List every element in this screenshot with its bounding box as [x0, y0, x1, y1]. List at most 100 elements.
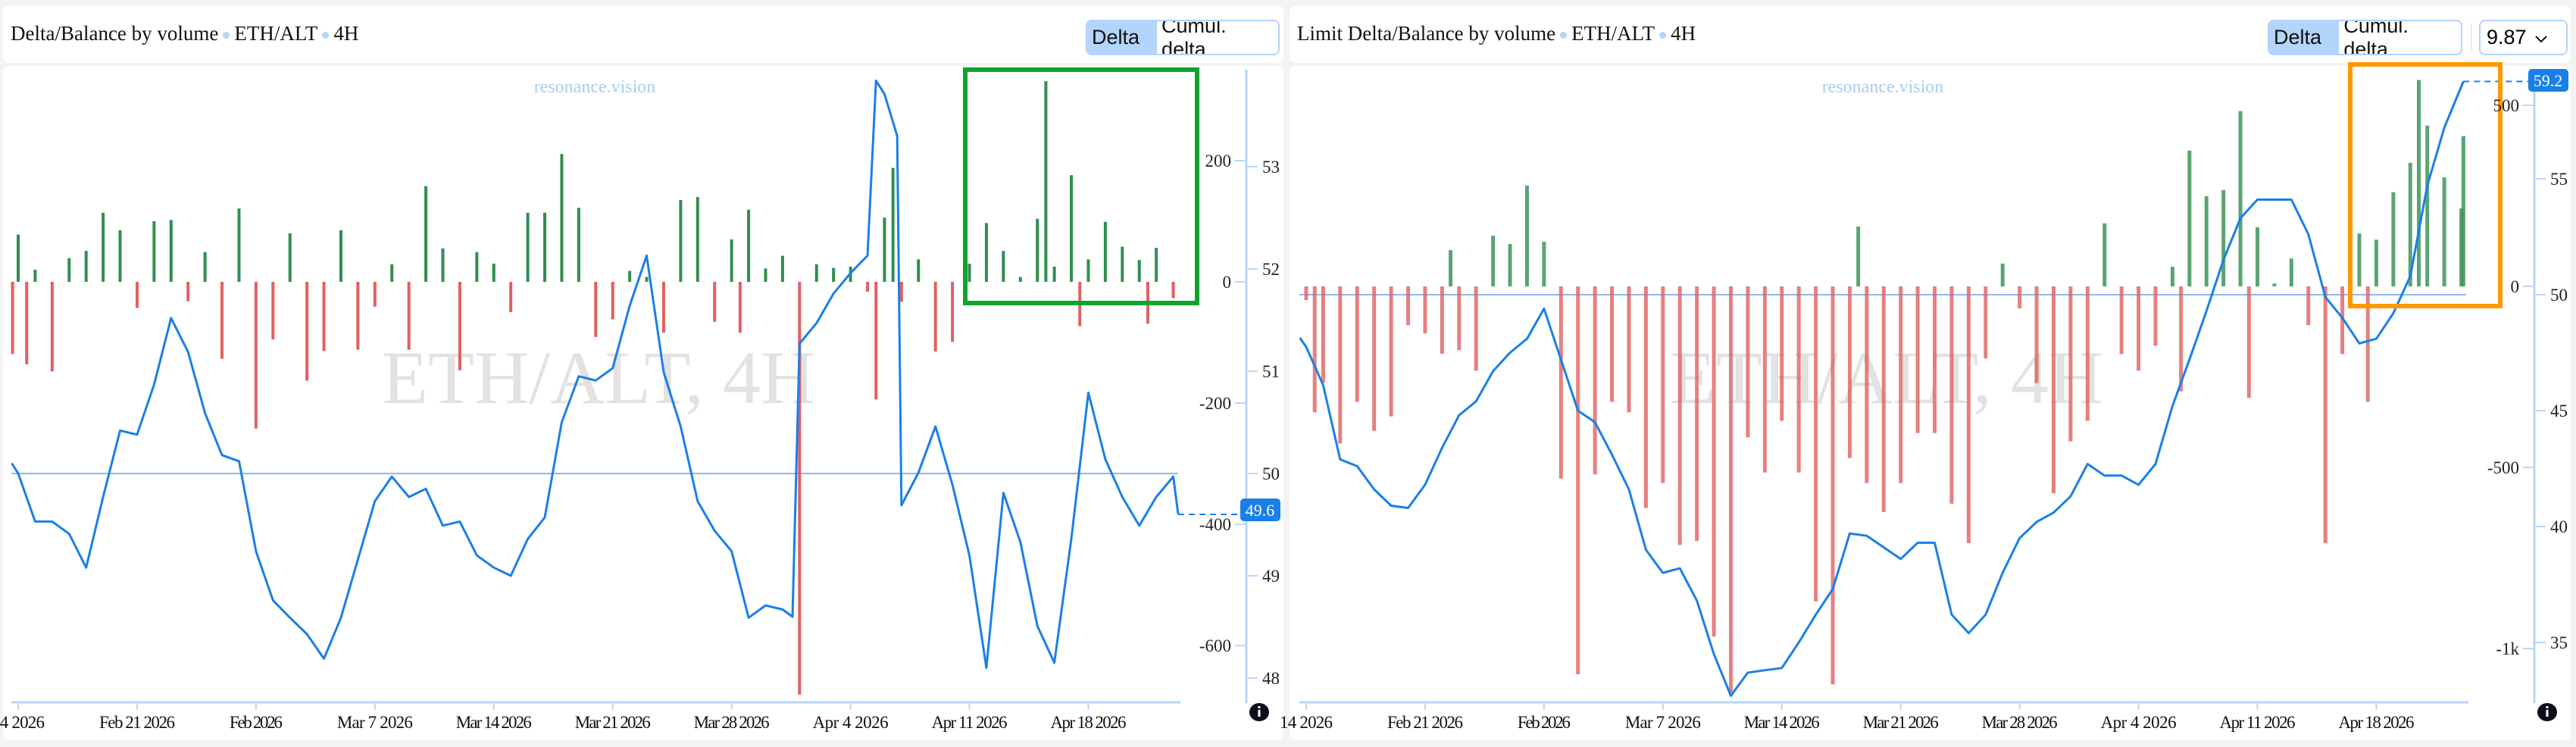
- right-axis-label: 40: [2550, 517, 2568, 536]
- delta-bar-positive: [67, 258, 71, 282]
- delta-bar-negative: [1830, 286, 1835, 685]
- delta-bar-negative: [135, 282, 139, 308]
- delta-bar-negative: [661, 282, 665, 333]
- delta-bar-negative: [1338, 286, 1343, 444]
- last-value-badge: [1240, 499, 1280, 521]
- info-icon[interactable]: [1249, 703, 1269, 721]
- delta-bar-negative: [1423, 286, 1427, 334]
- delta-bar-positive: [33, 270, 37, 282]
- delta-bar-negative: [2034, 286, 2039, 383]
- highlight-box: [2348, 62, 2503, 308]
- delta-bar-positive: [560, 154, 564, 282]
- separator-dot: [322, 32, 330, 39]
- x-axis-label: Apr 11 2026: [932, 713, 1008, 732]
- x-axis-label: Mar 14 2026: [1744, 713, 1820, 732]
- left-panel-title: Delta/Balance by volume ETH/ALT 4H: [11, 22, 358, 45]
- delta-bar-positive: [390, 264, 394, 282]
- delta-bar-positive: [747, 209, 751, 282]
- delta-bar-negative: [220, 282, 224, 359]
- delta-bar-negative: [1677, 286, 1682, 545]
- tab-delta[interactable]: Delta: [1087, 21, 1158, 54]
- x-axis-label: Feb 21 2026: [99, 713, 175, 732]
- delta-bar-negative: [2246, 286, 2251, 399]
- delta-bar-positive: [628, 270, 632, 282]
- delta-bar-positive: [2391, 192, 2396, 286]
- delta-bar-negative: [1865, 286, 1869, 483]
- threshold-dropdown[interactable]: 9.87: [2479, 20, 2568, 55]
- delta-bar-negative: [1780, 286, 1784, 421]
- delta-bar-positive: [1103, 221, 1107, 282]
- delta-bar-positive: [1449, 250, 1453, 286]
- delta-bar-positive: [1491, 236, 1496, 286]
- delta-bar-negative: [509, 282, 513, 312]
- delta-bar-negative: [1440, 286, 1444, 354]
- delta-bar-positive: [1002, 251, 1005, 282]
- chevron-down-icon: [2534, 26, 2548, 49]
- right-axis-label: 50: [1262, 464, 1280, 483]
- tab-cumul-delta[interactable]: Cumul. delta: [1161, 20, 1227, 55]
- delta-bar-negative: [933, 282, 937, 352]
- x-axis-label: Feb 2026: [1518, 713, 1571, 732]
- x-axis-label: Apr 4 2026: [2101, 713, 2177, 732]
- delta-bar-negative: [1796, 286, 1801, 473]
- delta-bar-negative: [713, 282, 717, 322]
- delta-bar-positive: [2221, 189, 2226, 286]
- delta-bar-positive: [2442, 177, 2446, 286]
- left-panel-header: Delta/Balance by volume ETH/ALT 4H Delta C…: [3, 5, 1283, 63]
- delta-bar-negative: [2051, 286, 2055, 493]
- tab-delta[interactable]: Delta: [2269, 21, 2340, 54]
- info-icon[interactable]: [2537, 703, 2557, 721]
- delta-bar-negative: [2137, 286, 2141, 371]
- right-axis-label: 53: [1262, 158, 1280, 177]
- delta-bar-negative: [1558, 286, 1563, 479]
- delta-bar-negative: [2323, 286, 2327, 543]
- delta-bar-positive: [2374, 239, 2378, 286]
- delta-bar-positive: [1508, 244, 1512, 286]
- delta-bar-positive: [424, 186, 428, 282]
- delta-bar-positive: [2357, 233, 2362, 286]
- delta-bar-positive: [1036, 218, 1039, 282]
- chart-title: Delta/Balance by volume: [11, 22, 219, 45]
- separator-dot: [223, 32, 230, 39]
- delta-bar-negative: [1966, 286, 1971, 543]
- separator-dot: [1659, 32, 1667, 39]
- right-axis-label: 49: [1262, 567, 1280, 586]
- right-panel-header: Limit Delta/Balance by volume ETH/ALT 4H D…: [1290, 5, 2571, 63]
- delta-bar-positive: [152, 221, 156, 282]
- delta-bar-positive: [645, 277, 649, 282]
- delta-bar-negative: [1355, 286, 1359, 402]
- delta-bar-negative: [1321, 286, 1325, 383]
- delta-bar-positive: [169, 220, 173, 282]
- delta-bar-positive: [2204, 195, 2209, 286]
- delta-bar-positive: [984, 223, 988, 282]
- right-chart: resonance.vision ETH/ALT, 4H 500 0 -500 -1k 55…: [1280, 62, 2568, 732]
- right-chart-card: [1290, 66, 2571, 740]
- x-axis-label: Apr 18 2026: [1050, 713, 1126, 732]
- delta-bar-negative: [2068, 286, 2073, 442]
- delta-bar-negative: [2365, 286, 2370, 402]
- delta-bar-negative: [1304, 286, 1308, 301]
- delta-bar-negative: [1712, 286, 1716, 637]
- delta-bar-positive: [1018, 277, 1022, 282]
- delta-bar-positive: [2000, 263, 2005, 286]
- tab-cumul-delta[interactable]: Cumul. delta: [2343, 20, 2409, 55]
- x-axis-label: Feb 2026: [230, 713, 283, 732]
- delta-bar-positive: [832, 267, 836, 282]
- right-panel-title: Limit Delta/Balance by volume ETH/ALT 4H: [1297, 22, 1696, 45]
- delta-bar-positive: [679, 200, 683, 282]
- delta-bar-positive: [577, 208, 580, 282]
- delta-bar-negative: [2306, 286, 2311, 326]
- delta-bar-positive: [543, 212, 547, 282]
- left-axis-label: 500: [2493, 96, 2520, 115]
- delta-bar-negative: [951, 282, 955, 342]
- delta-bar-positive: [2461, 136, 2465, 286]
- left-axis-label: -1k: [2496, 639, 2519, 658]
- delta-bar-negative: [25, 282, 29, 364]
- delta-bar-positive: [2102, 223, 2107, 286]
- delta-bar-positive: [288, 233, 292, 282]
- delta-bar-positive: [475, 252, 479, 282]
- delta-bar-negative: [1406, 286, 1411, 326]
- delta-bar-negative: [1933, 286, 1937, 433]
- balance-line: [11, 80, 1180, 669]
- delta-bar-positive: [1524, 186, 1529, 286]
